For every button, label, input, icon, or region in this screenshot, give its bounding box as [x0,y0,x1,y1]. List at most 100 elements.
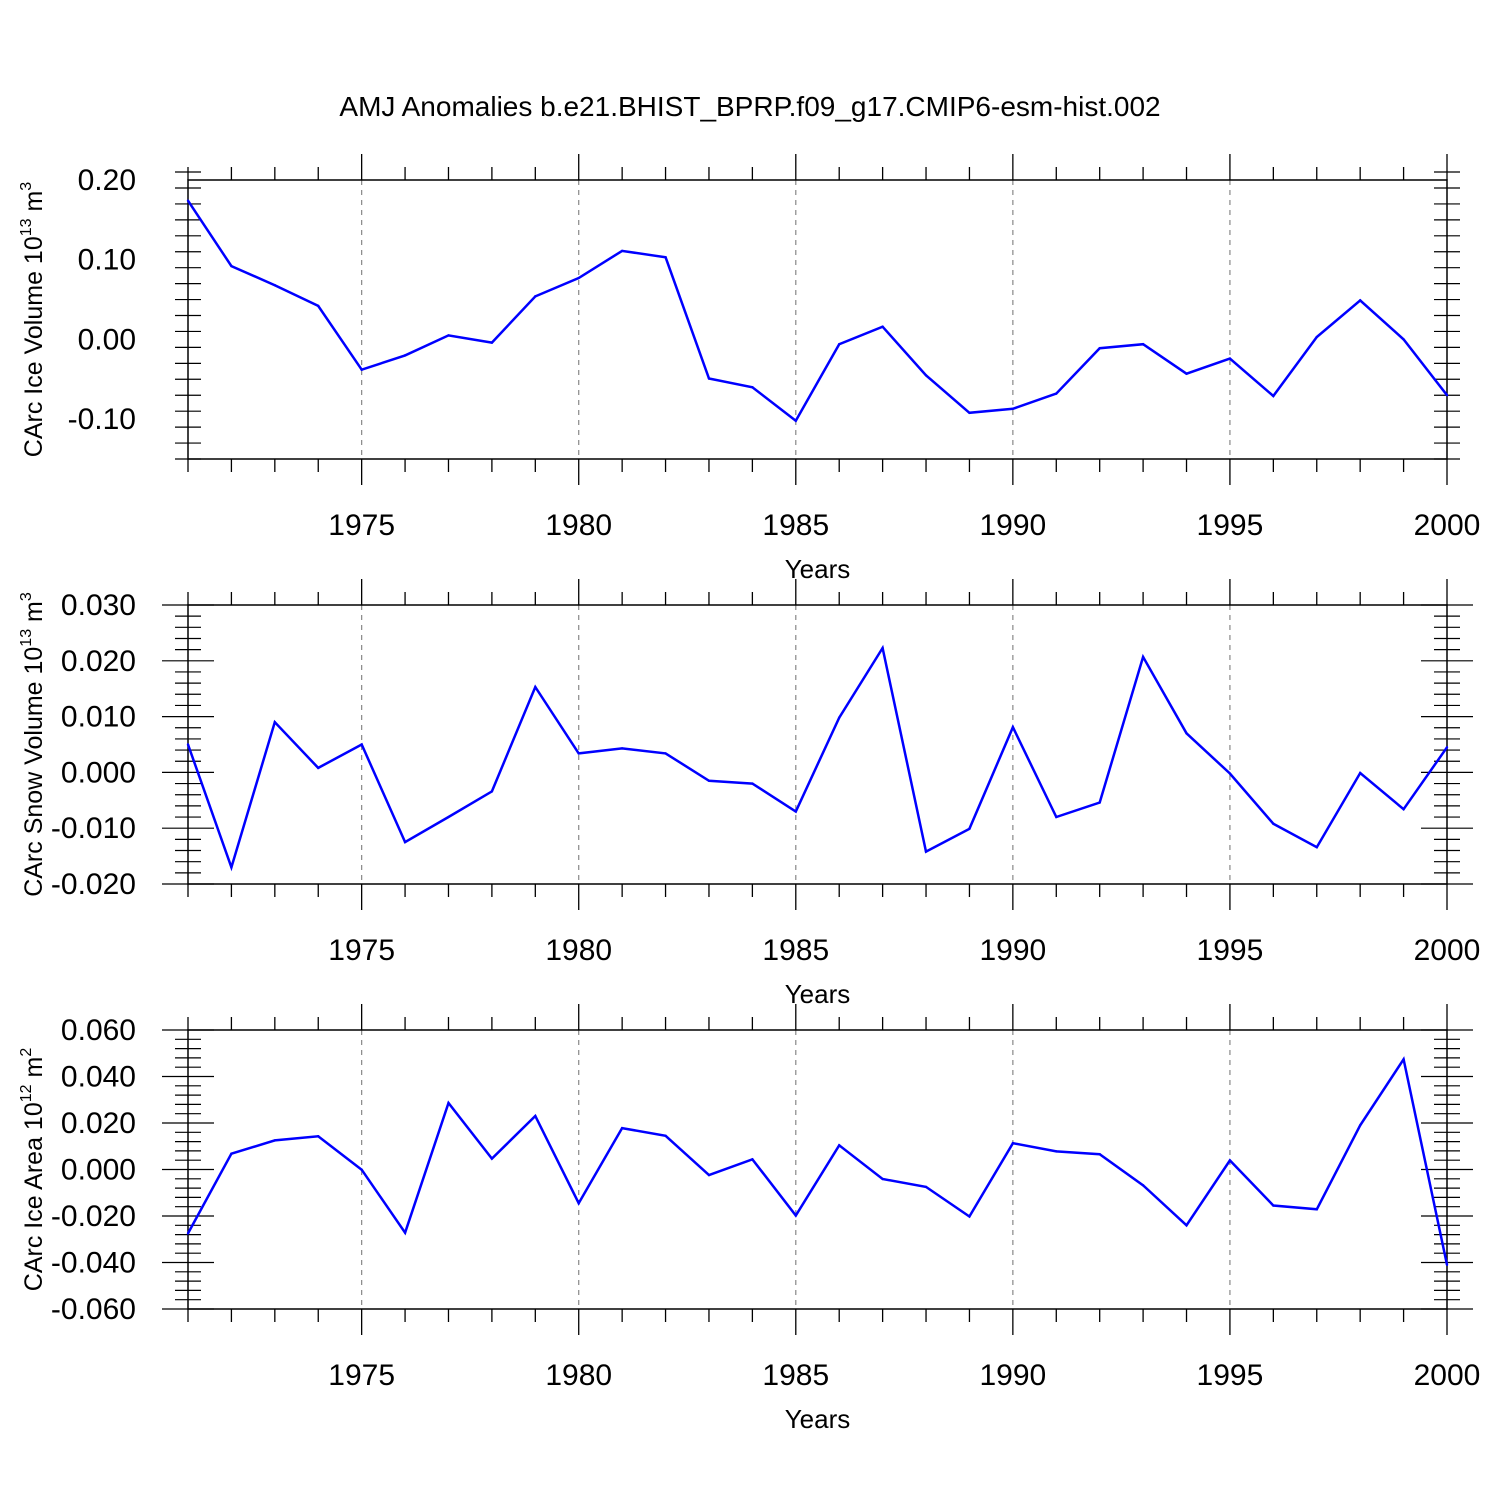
data-point [1445,394,1449,397]
data-point [1055,815,1058,819]
data-point [1141,655,1145,659]
y-axis-label-main: CArc Ice Area 10 [20,1102,48,1291]
y-axis-label-unit-exponent: 3 [18,592,35,601]
data-point [924,374,928,377]
data-point [1402,808,1405,811]
data-point [447,1101,450,1105]
data-point [1098,1152,1101,1156]
data-point [1011,1142,1015,1145]
data-point [1185,732,1188,735]
y-tick-label: -0.040 [51,1247,136,1280]
y-tick-label: 0.060 [61,1014,136,1047]
data-point [1358,771,1362,775]
data-point [751,782,754,785]
x-tick-label: 1975 [328,1359,395,1392]
series-line [186,200,1448,423]
x-tick-label: 1985 [762,509,829,542]
data-point [881,1177,884,1181]
chart-panel-1: -0.10 0.00 0.10 0.20 1975 1980 1985 1990 1995 200… [18,154,1480,584]
data-point [881,646,884,650]
x-tick-label: 1980 [545,509,612,542]
y-tick-label: 0.030 [61,589,136,622]
data-point [1055,1150,1058,1153]
figure-title: AMJ Anomalies b.e21.BHIST_BPRP.f09_g17.C… [339,91,1160,122]
data-point [1098,346,1101,350]
data-point [273,720,277,724]
data-point [360,743,363,746]
chart-panel-2: -0.020 -0.010 0.000 0.010 0.020 0.030 1975 1980… [18,579,1480,1009]
data-point [1445,746,1449,749]
y-tick-label: 0.00 [78,323,136,356]
data-point [620,1126,624,1130]
plot-frame [187,1029,1448,1310]
x-axis-label: Years [785,554,851,584]
y-axis-label-exponent: 13 [18,629,35,647]
data-point [186,199,190,202]
data-point [1141,1184,1145,1187]
data-point [534,295,537,298]
y-axis-label-unit-exponent: 2 [18,1048,35,1057]
data-point [1141,343,1145,346]
data-point [230,1152,233,1155]
data-point [707,1173,711,1177]
data-point [1055,392,1058,395]
data-point [317,304,320,308]
data-point [838,716,841,719]
data-point [838,343,841,346]
y-axis-label: CArc Ice Area 1012 m2 [18,1048,48,1292]
data-point [447,334,450,337]
y-tick-label: -0.010 [51,812,136,845]
data-point [577,752,580,755]
x-tick-label: 2000 [1414,509,1481,542]
x-tick-label: 2000 [1414,934,1481,967]
data-point [360,368,363,371]
data-point [403,840,407,844]
data-point [1272,394,1275,398]
y-axis-label-unit: m [20,191,48,219]
data-point [1315,1208,1318,1211]
y-tick-label: 0.020 [61,1107,136,1140]
y-axis-label-unit: m [20,1057,48,1085]
data-point [230,866,233,869]
data-point [1272,822,1275,825]
x-tick-label: 1975 [328,934,395,967]
x-tick-label: 1975 [328,509,395,542]
panels: -0.10 0.00 0.10 0.20 1975 1980 1985 1990 1995 200… [18,154,1480,1434]
data-point [664,752,667,755]
data-point [534,1114,537,1118]
data-point [707,377,711,380]
data-point [664,1134,667,1137]
series-line [186,644,1449,872]
data-point [924,850,928,853]
data-point [1228,772,1232,775]
data-point [881,325,884,328]
data-point [968,411,971,414]
data-point [273,284,277,287]
x-tick-label: 1995 [1197,934,1264,967]
data-point [1272,1204,1275,1207]
x-tick-label: 1980 [545,1359,612,1392]
y-axis-label-unit: m [20,601,48,629]
y-axis-label-exponent: 12 [18,1084,35,1102]
x-tick-label: 2000 [1414,1359,1481,1392]
data-point [968,827,971,830]
data-point [317,1135,320,1138]
y-tick-label: 0.040 [61,1061,136,1094]
data-point [794,1214,797,1217]
data-point [577,1202,580,1205]
data-point [1402,1058,1405,1061]
data-point [186,743,190,746]
x-tick-label: 1990 [979,509,1046,542]
data-point [403,354,407,357]
x-tick-label: 1985 [762,934,829,967]
y-tick-label: -0.020 [51,1200,136,1233]
data-point [924,1185,928,1189]
data-point [186,1232,190,1235]
y-axis-label-exponent: 13 [18,218,35,236]
data-point [620,249,624,253]
data-point [490,1157,494,1160]
x-axis-label: Years [785,1404,851,1434]
data-point [577,276,580,280]
